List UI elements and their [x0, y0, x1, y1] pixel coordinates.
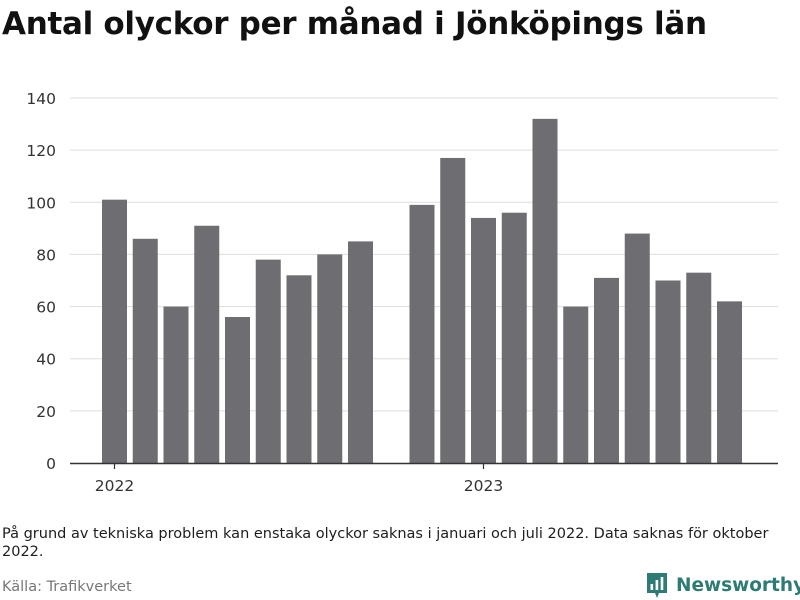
bar-2023-08 — [686, 272, 712, 463]
chart-title: Antal olyckor per månad i Jönköpings län — [2, 6, 707, 42]
x-axis-ticks: 2022 2023 — [95, 463, 503, 495]
x-tick-label: 2022 — [95, 477, 134, 495]
bar-2023-09 — [717, 301, 742, 463]
bar-2022-01 — [102, 199, 127, 463]
bar-2022-07 — [286, 275, 312, 463]
y-tick-label: 20 — [36, 403, 56, 421]
bars — [102, 118, 742, 463]
y-tick-label: 100 — [26, 194, 56, 212]
y-axis-ticks: 0 20 40 60 80 100 120 140 — [26, 90, 56, 473]
brand-name: Newsworthy — [676, 574, 800, 596]
y-tick-label: 140 — [26, 90, 56, 108]
bar-chart: 0 20 40 60 80 100 120 140 2022 2023 — [26, 90, 778, 495]
bar-2022-11 — [409, 204, 435, 463]
y-tick-label: 0 — [46, 455, 56, 473]
bar-2023-06 — [624, 233, 650, 463]
x-tick-label: 2023 — [464, 477, 503, 495]
y-tick-label: 40 — [36, 351, 56, 369]
bar-2022-05 — [225, 317, 250, 463]
y-tick-label: 120 — [26, 142, 56, 160]
bar-2023-03 — [532, 118, 558, 463]
bar-2022-09 — [348, 241, 373, 463]
bar-2023-04 — [563, 306, 589, 463]
bar-2022-04 — [194, 225, 220, 463]
bar-2023-02 — [501, 212, 527, 463]
source-text: Källa: Trafikverket — [2, 579, 132, 595]
bar-2022-03 — [163, 306, 189, 463]
bar-2023-01 — [471, 217, 496, 463]
newsworthy-logo[interactable]: Newsworthy — [645, 570, 800, 600]
bar-2023-07 — [655, 280, 681, 463]
bar-2023-05 — [594, 277, 619, 463]
y-tick-label: 60 — [36, 299, 56, 317]
bar-2022-08 — [317, 254, 343, 463]
newsworthy-logo-icon — [647, 573, 667, 598]
footnote: På grund av tekniska problem kan enstaka… — [2, 526, 769, 560]
y-tick-label: 80 — [36, 246, 56, 264]
bar-2022-12 — [440, 157, 466, 463]
bar-2022-06 — [255, 259, 281, 463]
bar-2022-02 — [132, 238, 158, 463]
